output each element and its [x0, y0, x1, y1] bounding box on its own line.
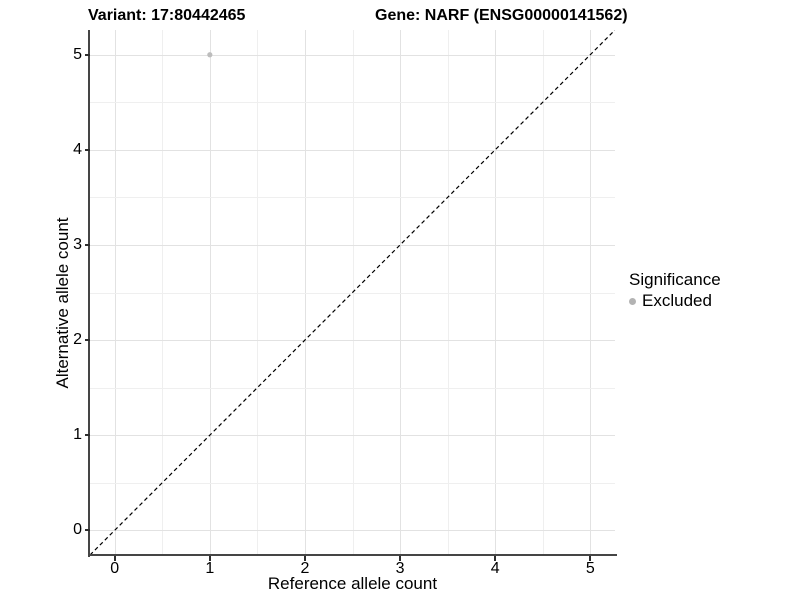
x-tick-label: 5: [585, 560, 595, 577]
data-point: [207, 52, 213, 58]
y-axis-ticks: 0 1 2 3 4 5: [38, 30, 90, 557]
y-tick-mark: [85, 339, 90, 342]
y-tick-mark: [85, 148, 90, 151]
x-tick-label: 2: [300, 560, 310, 577]
x-tick-mark: [589, 556, 592, 561]
y-major-gridline: [90, 55, 615, 56]
y-tick-label: 5: [73, 45, 82, 63]
y-major-gridline: [90, 150, 615, 151]
x-minor-gridline: [257, 30, 258, 555]
y-tick-mark: [85, 529, 90, 532]
y-minor-gridline: [90, 483, 615, 484]
x-tick-label: 0: [110, 560, 120, 577]
legend-title: Significance: [629, 270, 721, 289]
excluded-point-icon: [629, 297, 636, 305]
y-tick-mark: [85, 53, 90, 56]
y-tick-label: 4: [73, 140, 82, 158]
x-minor-gridline: [448, 30, 449, 555]
y-major-gridline: [90, 340, 615, 341]
x-tick-label: 1: [205, 560, 215, 577]
identity-dashed-line: [90, 30, 615, 555]
y-tick-label: 2: [73, 331, 82, 349]
x-major-gridline: [115, 30, 116, 555]
x-minor-gridline: [353, 30, 354, 555]
legend-item-excluded: Excluded: [629, 291, 721, 311]
legend-item-label: Excluded: [642, 291, 712, 310]
y-tick-label: 3: [73, 235, 82, 253]
x-axis-line: [88, 554, 617, 556]
y-major-gridline: [90, 435, 615, 436]
plot-title-variant: Variant: 17:80442465: [88, 7, 246, 24]
x-tick-mark: [208, 556, 211, 561]
plot-panel: [90, 30, 615, 555]
y-axis-line: [88, 30, 90, 557]
y-major-gridline: [90, 530, 615, 531]
x-tick-label: 4: [490, 560, 500, 577]
x-major-gridline: [400, 30, 401, 555]
y-tick-label: 0: [73, 521, 82, 539]
y-axis-label: Alternative allele count: [53, 217, 72, 389]
x-major-gridline: [590, 30, 591, 555]
x-minor-gridline: [162, 30, 163, 555]
y-tick-mark: [85, 243, 90, 246]
x-major-gridline: [305, 30, 306, 555]
x-major-gridline: [210, 30, 211, 555]
y-minor-gridline: [90, 293, 615, 294]
plot-title-gene: Gene: NARF (ENSG00000141562): [375, 7, 628, 24]
x-tick-mark: [303, 556, 306, 561]
x-tick-label: 3: [395, 560, 405, 577]
x-axis-ticks: 0 1 2 3 4 5: [90, 556, 615, 596]
y-minor-gridline: [90, 197, 615, 198]
y-minor-gridline: [90, 388, 615, 389]
x-minor-gridline: [543, 30, 544, 555]
legend: Significance Excluded: [629, 270, 721, 311]
x-tick-mark: [399, 556, 402, 561]
y-minor-gridline: [90, 102, 615, 103]
plot-layer: [90, 30, 615, 555]
x-tick-mark: [494, 556, 497, 561]
x-axis-label: Reference allele count: [267, 574, 438, 593]
x-major-gridline: [495, 30, 496, 555]
x-tick-mark: [113, 556, 116, 561]
y-tick-label: 1: [73, 426, 82, 444]
y-major-gridline: [90, 245, 615, 246]
y-tick-mark: [85, 434, 90, 437]
